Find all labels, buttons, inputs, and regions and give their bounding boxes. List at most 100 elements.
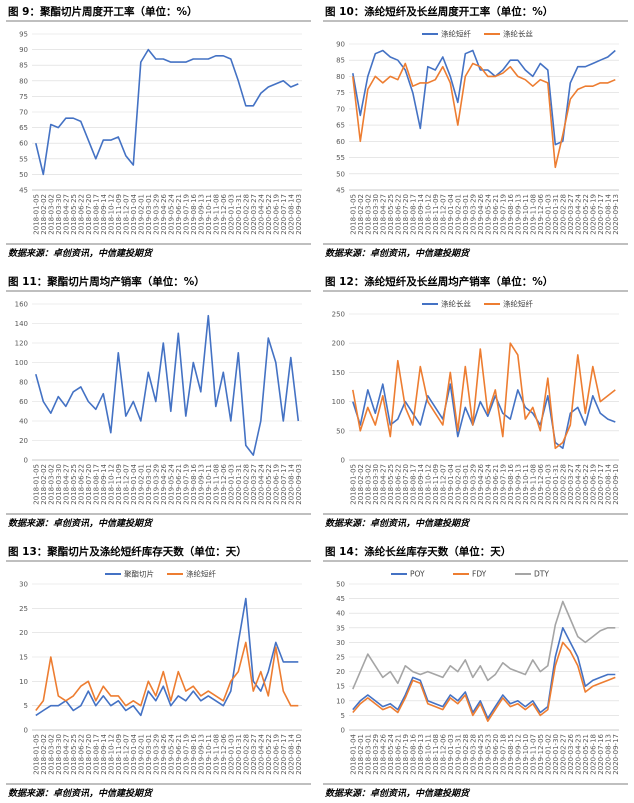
x-tick-label: 2019-05-24 [167,733,175,774]
x-tick-label: 2019-03-01 [145,734,153,775]
x-tick-label: 2019-08-16 [507,463,515,504]
x-tick-label: 2018-03-30 [55,464,63,505]
x-tick-label: 2020-07-17 [280,464,288,505]
x-tick-label: 2018-04-27 [62,194,70,235]
legend-label: DTY [534,570,549,579]
x-tick-label: 2019-07-19 [182,734,190,775]
x-tick-label: 2020-03-27 [250,464,258,505]
x-tick-label: 2019-10-11 [205,464,213,505]
legend-label: 涤纶长丝 [503,29,533,39]
x-tick-label: 2019-12-06 [220,193,228,234]
x-tick-label: 2020-06-19 [272,194,280,235]
y-tick-label: 30 [336,639,345,647]
x-tick-label: 2018-03-30 [55,194,63,235]
x-tick-label: 2019-10-11 [522,464,530,505]
x-tick-label: 2020-08-14 [604,463,612,504]
x-tick-label: 2020-07-16 [597,733,605,774]
x-tick-label: 2018-09-14 [417,193,425,234]
x-tick-label: 2018-03-02 [364,464,372,505]
x-tick-label: 2019-01-04 [130,193,138,234]
data-line [352,641,616,722]
x-tick-label: 2020-07-17 [280,194,288,235]
legend-label: 涤纶长丝 [441,299,471,309]
chart-source: 数据来源：卓创资讯，中信建投期货 [8,518,154,529]
y-tick-label: 250 [332,311,345,319]
x-tick-label: 2019-10-11 [205,194,213,235]
x-tick-label: 2018-07-20 [85,194,93,235]
y-tick-label: 80 [336,73,345,81]
x-tick-label: 2019-12-06 [537,463,545,504]
x-tick-label: 2019-07-19 [182,464,190,505]
y-tick-label: 85 [19,62,28,70]
x-tick-label: 2019-07-18 [499,734,507,775]
x-tick-label: 2018-01-05 [349,464,357,505]
data-line [352,600,616,690]
chart-title: 图 9：聚酯切片周度开工率（单位：%） [8,5,197,18]
x-tick-label: 2019-10-11 [205,734,213,775]
x-tick-label: 2018-07-20 [85,734,93,775]
x-tick-label: 2019-05-24 [167,193,175,234]
y-tick-label: 70 [336,105,345,113]
y-tick-label: 80 [19,77,28,85]
x-tick-label: 2020-01-31 [552,194,560,235]
y-tick-label: 90 [336,41,345,49]
x-tick-label: 2018-06-22 [77,734,85,775]
y-tick-label: 15 [336,683,345,691]
y-tick-label: 5 [24,702,28,710]
x-tick-label: 2018-07-20 [402,194,410,235]
x-tick-label: 2019-12-05 [537,734,545,775]
x-tick-label: 2018-01-05 [32,194,40,235]
x-tick-label: 2020-04-24 [574,193,582,234]
x-tick-label: 2018-02-02 [357,464,365,505]
x-tick-label: 2019-03-29 [152,734,160,775]
y-tick-label: 15 [19,654,28,662]
x-tick-label: 2018-02-02 [40,194,48,235]
x-tick-label: 2018-02-02 [40,734,48,775]
x-tick-label: 2018-11-09 [115,194,123,235]
x-tick-label: 2018-04-27 [379,194,387,235]
y-tick-label: 30 [19,581,28,589]
legend-label: POY [410,570,425,579]
x-tick-label: 2019-02-01 [137,464,145,505]
y-tick-label: 85 [336,57,345,65]
x-tick-label: 2019-03-29 [469,464,477,505]
y-tick-label: 0 [341,457,345,465]
x-tick-label: 2019-12-06 [220,463,228,504]
x-tick-label: 2019-08-16 [507,193,515,234]
data-line [352,627,616,720]
x-tick-label: 2018-11-09 [432,194,440,235]
x-tick-label: 2019-03-01 [462,464,470,505]
x-tick-label: 2019-11-08 [212,464,220,505]
x-tick-label: 2019-11-08 [529,194,537,235]
x-tick-label: 2020-05-21 [582,734,590,775]
y-tick-label: 140 [15,320,28,328]
x-tick-label: 2019-09-13 [197,734,205,775]
x-tick-label: 2020-07-17 [280,734,288,775]
y-tick-label: 65 [336,122,345,130]
legend-label: FDY [472,570,487,579]
y-tick-label: 60 [336,138,345,146]
x-tick-label: 2018-12-07 [122,464,130,505]
x-tick-label: 2020-03-26 [567,733,575,774]
x-tick-label: 2019-02-01 [454,464,462,505]
x-tick-label: 2020-01-03 [227,194,235,235]
x-tick-label: 2020-08-14 [604,193,612,234]
x-tick-label: 2019-03-28 [469,734,477,775]
data-line [352,49,616,146]
y-tick-label: 95 [19,31,28,39]
x-tick-label: 2018-08-17 [92,734,100,775]
x-tick-label: 2018-02-01 [357,734,365,775]
legend-label: 聚酯切片 [124,569,154,579]
x-tick-label: 2020-05-22 [265,194,273,235]
chart-title: 图 10：涤纶短纤及长丝周度开工率（单位：%） [325,5,553,18]
data-line [35,314,300,456]
x-tick-label: 2019-06-21 [175,194,183,235]
x-tick-label: 2019-09-13 [197,464,205,505]
x-tick-label: 2018-11-09 [115,464,123,505]
x-tick-label: 2018-05-25 [70,464,78,505]
x-tick-label: 2018-04-27 [62,734,70,775]
x-tick-label: 2019-12-06 [537,193,545,234]
y-tick-label: 120 [15,340,28,348]
x-tick-label: 2020-01-03 [227,464,235,505]
x-tick-label: 2020-09-10 [612,464,620,505]
